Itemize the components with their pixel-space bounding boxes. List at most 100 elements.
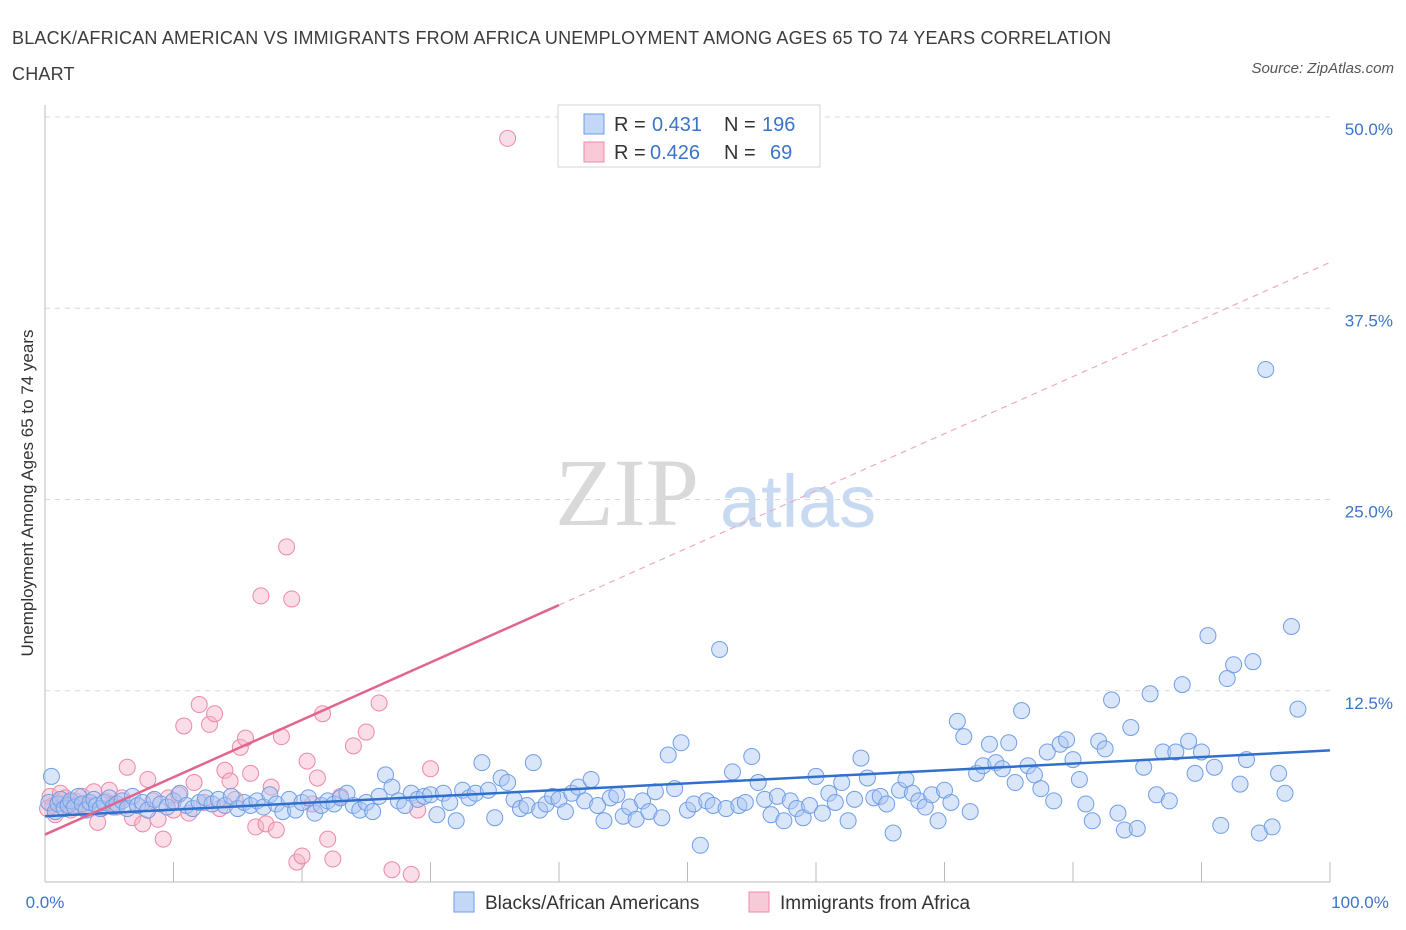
legend-n-value-pink: 69 xyxy=(770,142,792,164)
data-point-blacks xyxy=(229,800,247,818)
data-point-blacks xyxy=(1115,821,1133,839)
data-point-blacks xyxy=(576,792,594,810)
data-point-blacks xyxy=(1263,818,1281,836)
legend-label-immigrants: Immigrants from Africa xyxy=(780,893,970,914)
data-point-blacks xyxy=(826,793,844,811)
data-point-immigrants xyxy=(200,715,218,733)
data-point-blacks xyxy=(1276,784,1294,802)
data-point-blacks xyxy=(788,800,806,818)
y-tick-label: 50.0% xyxy=(1345,120,1393,139)
data-point-immigrants xyxy=(357,723,375,741)
data-point-blacks xyxy=(711,640,729,658)
data-point-immigrants xyxy=(242,764,260,782)
data-point-blacks xyxy=(1000,734,1018,752)
data-point-blacks xyxy=(736,793,754,811)
data-point-blacks xyxy=(479,781,497,799)
data-point-blacks xyxy=(1199,627,1217,645)
data-point-blacks xyxy=(1141,685,1159,703)
data-point-immigrants xyxy=(319,830,337,848)
data-point-blacks xyxy=(608,786,626,804)
data-point-blacks xyxy=(383,778,401,796)
data-point-blacks xyxy=(820,784,838,802)
data-point-blacks xyxy=(1212,816,1230,834)
data-point-blacks xyxy=(768,787,786,805)
data-point-blacks xyxy=(948,712,966,730)
data-point-blacks xyxy=(929,812,947,830)
data-point-blacks xyxy=(428,806,446,824)
data-point-blacks xyxy=(653,809,671,827)
data-point-blacks xyxy=(447,812,465,830)
legend-label-blacks: Blacks/African Americans xyxy=(485,893,699,914)
data-point-blacks xyxy=(1064,751,1082,769)
data-point-blacks xyxy=(1083,812,1101,830)
data-point-blacks xyxy=(518,797,536,814)
data-point-blacks xyxy=(1231,775,1249,793)
data-point-blacks xyxy=(980,735,998,753)
data-point-blacks xyxy=(1244,653,1262,671)
data-point-immigrants xyxy=(185,774,203,792)
data-point-blacks xyxy=(1025,766,1043,784)
legend-stats-swatch-pink xyxy=(583,141,605,163)
data-point-blacks xyxy=(197,789,215,807)
data-point-immigrants xyxy=(190,696,208,714)
data-point-blacks xyxy=(775,812,793,830)
legend-series: Blacks/African Americans Immigrants from… xyxy=(453,891,970,914)
data-point-blacks xyxy=(1045,792,1063,810)
trend-lines xyxy=(44,261,1331,836)
y-tick-label: 37.5% xyxy=(1345,311,1393,330)
x-tick-label-min: 0.0% xyxy=(26,893,65,912)
data-point-immigrants xyxy=(206,705,224,723)
data-point-blacks xyxy=(1180,732,1198,750)
data-point-blacks xyxy=(627,810,645,828)
data-point-immigrants xyxy=(267,821,285,839)
data-point-immigrants xyxy=(383,861,401,879)
data-point-blacks xyxy=(634,792,652,810)
legend-r-label-pink: R = xyxy=(614,142,646,164)
data-point-immigrants xyxy=(252,587,270,605)
data-point-blacks xyxy=(858,769,876,787)
data-point-blacks xyxy=(531,801,549,819)
data-point-blacks xyxy=(1135,758,1153,776)
data-point-blacks xyxy=(813,804,831,822)
data-point-blacks xyxy=(884,824,902,842)
data-point-blacks xyxy=(1218,670,1236,688)
data-point-immigrants xyxy=(324,850,342,868)
gridlines xyxy=(45,116,1330,692)
trend-line-immigrants xyxy=(44,603,560,836)
data-point-blacks xyxy=(878,795,896,813)
legend-r-value-blue: 0.431 xyxy=(652,114,702,136)
y-tick-labels: 12.5% 25.0% 37.5% 50.0% xyxy=(1345,120,1393,713)
data-point-blacks xyxy=(1077,795,1095,813)
data-point-blacks xyxy=(691,836,709,854)
legend-n-value-blue: 196 xyxy=(762,114,795,136)
data-point-blacks xyxy=(801,797,819,814)
x-ticks xyxy=(173,862,1331,882)
data-point-immigrants xyxy=(370,694,388,712)
data-point-blacks xyxy=(595,812,613,830)
data-point-blacks xyxy=(717,800,735,818)
data-point-blacks xyxy=(1167,743,1185,761)
watermark-atlas: atlas xyxy=(720,460,876,543)
data-point-immigrants xyxy=(402,865,420,883)
data-point-immigrants xyxy=(422,760,439,778)
data-point-immigrants xyxy=(247,818,265,836)
series-immigrants-from-africa xyxy=(39,129,517,883)
data-point-blacks xyxy=(614,807,632,825)
data-point-blacks xyxy=(1006,774,1024,792)
legend-stats-swatch-blue xyxy=(583,113,605,135)
legend-swatch-immigrants xyxy=(748,891,770,913)
data-point-blacks xyxy=(685,795,703,813)
trend-line-immigrants-extension xyxy=(558,261,1331,606)
data-point-blacks xyxy=(743,748,761,766)
data-point-blacks xyxy=(1103,691,1121,709)
data-point-immigrants xyxy=(344,737,362,755)
data-point-immigrants xyxy=(118,758,136,776)
data-point-blacks xyxy=(1032,780,1050,798)
data-point-blacks xyxy=(1109,804,1127,822)
data-point-blacks xyxy=(942,793,960,811)
data-point-blacks xyxy=(1225,656,1243,674)
data-point-blacks xyxy=(1096,740,1114,758)
legend-n-label-pink: N = xyxy=(724,142,756,164)
data-point-immigrants xyxy=(499,129,517,147)
